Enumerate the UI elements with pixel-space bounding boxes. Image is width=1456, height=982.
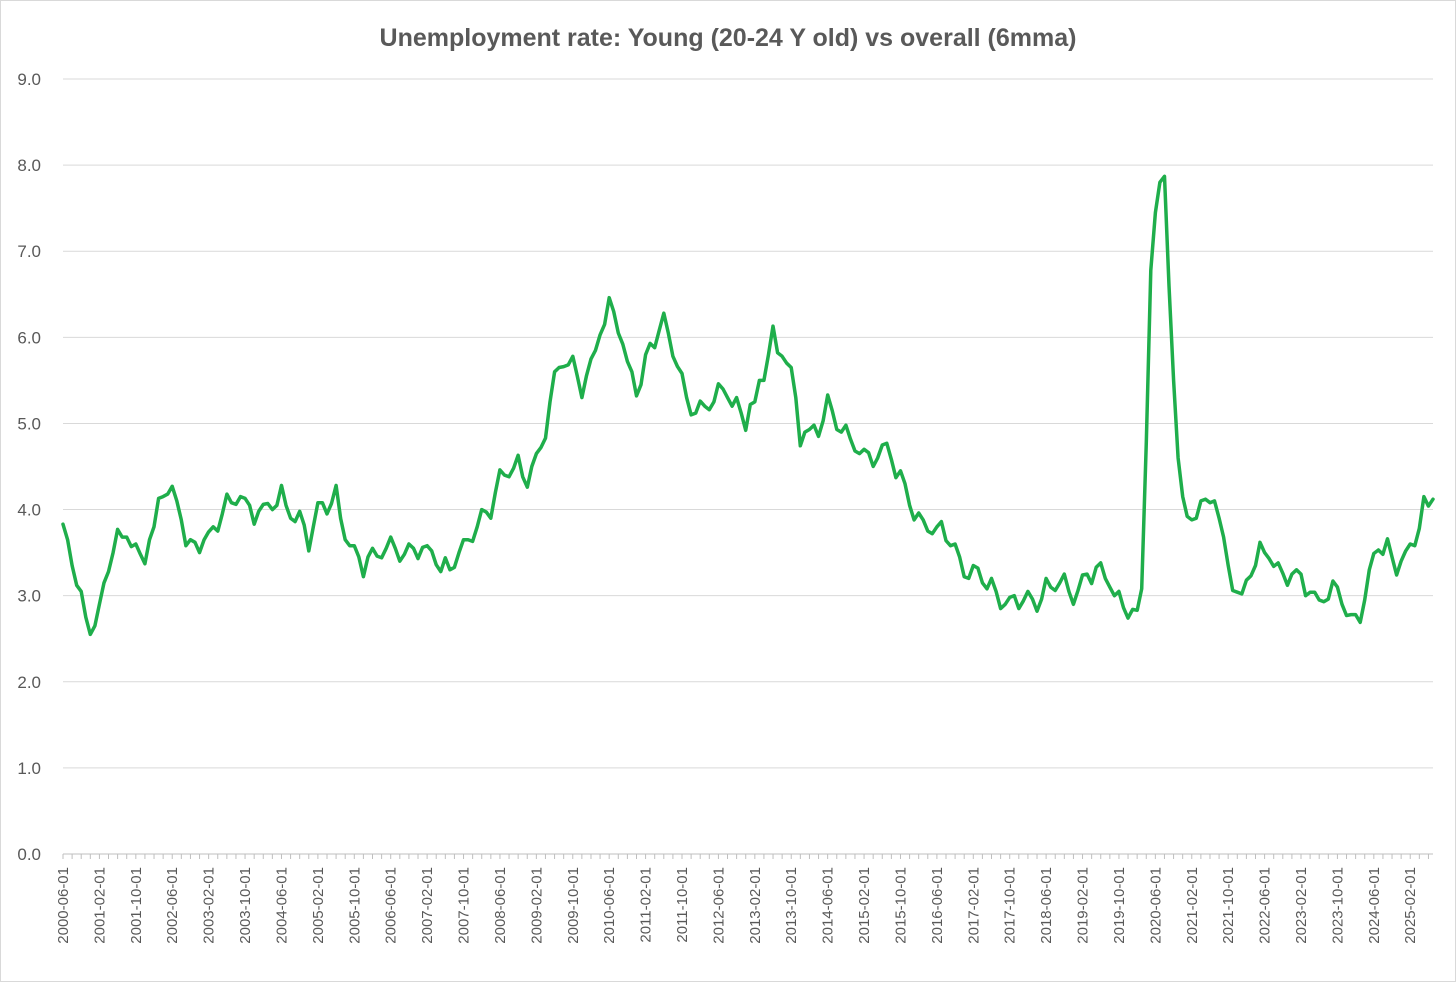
x-tick-label: 2015-02-01 [856, 867, 873, 944]
x-tick-label: 2017-10-01 [1002, 867, 1019, 944]
x-tick-label: 2024-06-01 [1366, 867, 1383, 944]
y-tick-label: 3.0 [17, 587, 41, 606]
x-tick-label: 2006-06-01 [383, 867, 400, 944]
series-layer [61, 174, 1435, 637]
x-tick-label: 2014-06-01 [820, 867, 837, 944]
y-tick-label: 5.0 [17, 414, 41, 433]
series-line-young-20-24 [61, 174, 1435, 637]
x-axis: 2000-06-01 2001-02-01 2001-10-01 2002-06-01… [55, 853, 1433, 944]
x-tick-label: 2023-02-01 [1293, 867, 1310, 944]
x-tick-label: 2007-02-01 [419, 867, 436, 944]
y-axis-tick-labels: 0.0 1.0 2.0 3.0 4.0 5.0 6.0 7.0 8.0 9.0 [17, 70, 41, 864]
x-tick-label: 2023-10-01 [1329, 867, 1346, 944]
x-tick-label: 2011-10-01 [674, 867, 691, 943]
x-tick-label: 2003-02-01 [201, 867, 218, 944]
y-tick-label: 7.0 [17, 242, 41, 261]
x-tick-label: 2015-10-01 [892, 867, 909, 944]
x-tick-label: 2022-06-01 [1257, 867, 1274, 944]
x-tick-label: 2009-10-01 [565, 867, 582, 944]
x-tick-label: 2002-06-01 [164, 867, 181, 944]
x-tick-label: 2000-06-01 [55, 867, 72, 944]
y-tick-label: 0.0 [17, 845, 41, 864]
y-tick-label: 8.0 [17, 156, 41, 175]
x-tick-label: 2005-02-01 [310, 867, 327, 944]
x-tick-label: 2013-10-01 [783, 867, 800, 944]
x-tick-label: 2001-10-01 [128, 867, 145, 944]
x-tick-label: 2007-10-01 [456, 867, 473, 944]
x-tick-label: 2016-06-01 [929, 867, 946, 944]
y-tick-label: 1.0 [17, 759, 41, 778]
x-tick-label: 2008-06-01 [492, 867, 509, 944]
x-tick-label: 2009-02-01 [528, 867, 545, 944]
x-tick-label: 2021-02-01 [1184, 867, 1201, 944]
y-tick-label: 4.0 [17, 501, 41, 520]
x-tick-label: 2004-06-01 [273, 867, 290, 944]
y-tick-label: 9.0 [17, 70, 41, 89]
x-tick-label: 2013-02-01 [747, 867, 764, 944]
x-tick-label: 2017-02-01 [965, 867, 982, 944]
x-tick-label: 2019-02-01 [1075, 867, 1092, 944]
x-tick-label: 2010-06-01 [601, 867, 618, 944]
chart-title: Unemployment rate: Young (20-24 Y old) v… [380, 24, 1077, 52]
x-tick-label: 2003-10-01 [237, 867, 254, 944]
x-tick-label: 2018-06-01 [1038, 867, 1055, 944]
x-tick-label: 2011-02-01 [638, 867, 655, 943]
x-tick-label: 2020-06-01 [1147, 867, 1164, 944]
x-tick-label: 2001-02-01 [91, 867, 108, 944]
x-tick-label: 2012-06-01 [710, 867, 727, 944]
y-tick-label: 2.0 [17, 673, 41, 692]
x-tick-label: 2019-10-01 [1111, 867, 1128, 944]
x-tick-label: 2025-02-01 [1402, 867, 1419, 944]
x-tick-label: 2005-10-01 [346, 867, 363, 944]
x-tick-label: 2021-10-01 [1220, 867, 1237, 944]
y-tick-label: 6.0 [17, 328, 41, 347]
